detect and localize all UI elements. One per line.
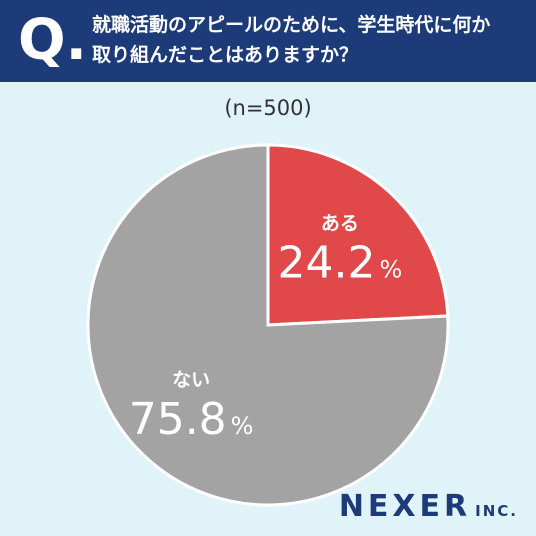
- pie-slice-0: [266, 143, 450, 327]
- slice-label-group-1: ない 75.8%: [129, 369, 254, 445]
- question-line-1: 就職活動のアピールのために、学生時代に何か: [92, 14, 491, 36]
- slice-value-unit: %: [231, 412, 254, 440]
- slice-label-group-0: ある 24.2%: [278, 212, 403, 288]
- slice-value-number: 24.2: [278, 237, 376, 288]
- question-header: Q. 就職活動のアピールのために、学生時代に何か 取り組んだことはありますか？: [0, 0, 536, 82]
- slice-value-label: 75.8%: [129, 394, 254, 445]
- slice-value-unit: %: [380, 255, 403, 283]
- slice-value-number: 75.8: [129, 394, 227, 445]
- brand-suffix: INC.: [475, 502, 518, 520]
- slice-value-label: 24.2%: [278, 237, 403, 288]
- slice-category-label: ある: [321, 212, 359, 234]
- question-line-2: 取り組んだことはありますか？: [92, 44, 359, 66]
- brand-name: NEXER: [338, 489, 472, 524]
- sample-size-label: (n=500): [224, 96, 312, 120]
- slice-category-label: ない: [172, 369, 210, 391]
- question-text: 就職活動のアピールのために、学生時代に何か 取り組んだことはありますか？: [92, 10, 522, 70]
- pie-slice-1: [86, 143, 450, 507]
- brand-logo: NEXER INC.: [339, 489, 518, 524]
- question-mark-label: Q.: [18, 8, 87, 73]
